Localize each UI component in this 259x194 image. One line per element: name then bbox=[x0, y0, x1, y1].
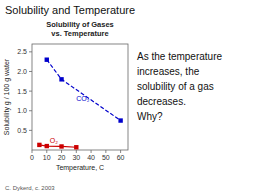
plot-frame bbox=[32, 44, 128, 150]
y-tick-label: 2.0 bbox=[17, 68, 27, 75]
x-tick-label: 40 bbox=[87, 154, 95, 161]
chart: Solubility and Temperature Solubility of … bbox=[0, 0, 259, 194]
series-marker bbox=[37, 143, 41, 147]
x-tick-label: 20 bbox=[58, 154, 66, 161]
y-tick bbox=[29, 71, 32, 72]
x-tick-label: 60 bbox=[117, 154, 125, 161]
y-tick-label: 1.0 bbox=[17, 107, 27, 114]
series-marker bbox=[59, 144, 63, 148]
data bbox=[37, 58, 123, 150]
annotation: CO₂ bbox=[76, 95, 90, 102]
y-tick-label: 1.5 bbox=[17, 88, 27, 95]
annotation: O₂ bbox=[50, 137, 58, 144]
series-marker bbox=[59, 77, 63, 81]
subtitle: Solubility of Gases bbox=[46, 20, 114, 29]
side-text: As the temperature bbox=[137, 51, 222, 62]
x-tick bbox=[61, 150, 62, 153]
y-tick-label: 0.5 bbox=[17, 127, 27, 134]
x-tick-label: 10 bbox=[43, 154, 51, 161]
x-tick bbox=[105, 150, 106, 153]
x-tick-label: 0 bbox=[30, 154, 34, 161]
side-text: decreases. bbox=[137, 96, 186, 107]
y-tick-label: 2.5 bbox=[17, 48, 27, 55]
y-axis-label: Solubility g / 100 g water bbox=[3, 58, 11, 135]
x-tick bbox=[76, 150, 77, 153]
series-line bbox=[47, 60, 121, 121]
series-marker bbox=[45, 144, 49, 148]
side-text: Why? bbox=[137, 111, 163, 122]
y-tick bbox=[29, 91, 32, 92]
x-tick bbox=[120, 150, 121, 153]
x-tick-label: 30 bbox=[72, 154, 80, 161]
title: Solubility and Temperature bbox=[5, 4, 135, 16]
x-axis-label: Temperature, C bbox=[56, 164, 104, 172]
x-tick-label: 50 bbox=[102, 154, 110, 161]
y-tick bbox=[29, 51, 32, 52]
series-marker bbox=[74, 145, 78, 149]
axes: 0.5 1.0 1.5 2.0 2.5 0 10 20 30 40 50 60 Temperature,… bbox=[3, 44, 128, 172]
x-tick bbox=[91, 150, 92, 153]
y-tick bbox=[29, 110, 32, 111]
side-text: solubility of a gas bbox=[137, 81, 214, 92]
x-tick bbox=[46, 150, 47, 153]
y-tick bbox=[29, 130, 32, 131]
series-marker bbox=[45, 58, 49, 62]
side-text: increases, the bbox=[137, 66, 200, 77]
x-tick bbox=[32, 150, 33, 153]
footnote: C. Dykerd, c. 2003 bbox=[5, 185, 55, 191]
series-marker bbox=[118, 118, 122, 122]
subtitle: vs. Temperature bbox=[51, 29, 108, 38]
